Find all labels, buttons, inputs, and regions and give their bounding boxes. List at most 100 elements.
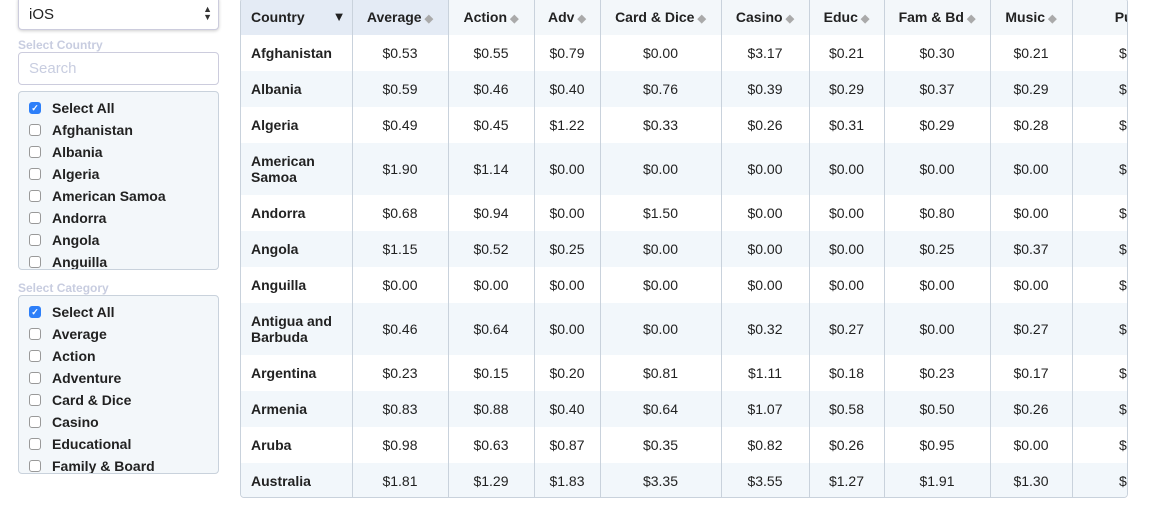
value-cell: $0.20: [534, 355, 601, 391]
country-search-input[interactable]: [18, 52, 219, 85]
value-cell: $0.49: [352, 107, 449, 143]
column-header-puzzle[interactable]: Puzzle: [1072, 0, 1127, 35]
checkbox[interactable]: [29, 190, 41, 202]
column-header-adv[interactable]: Adv ◆: [534, 0, 601, 35]
column-header-educ[interactable]: Educ ◆: [809, 0, 885, 35]
checkbox[interactable]: [29, 256, 41, 268]
value-cell: $0.36: [1072, 71, 1127, 107]
value-cell: $0.80: [884, 195, 991, 231]
category_filter-item[interactable]: Average: [29, 323, 218, 345]
category_filter-item[interactable]: Card & Dice: [29, 389, 218, 411]
value-cell: $0.00: [990, 427, 1073, 463]
table-row: Australia $1.81 $1.29 $1.83 $3.35 $3.55 $1.27 $…: [241, 463, 1127, 497]
value-cell: $0.29: [809, 71, 885, 107]
checkbox[interactable]: [29, 460, 41, 472]
value-cell: $1.91: [884, 463, 991, 497]
sort-icon[interactable]: ◆: [421, 13, 434, 25]
platform-select[interactable]: iOS ▲ ▼: [18, 0, 219, 30]
checkbox[interactable]: [29, 234, 41, 246]
checkbox[interactable]: ✓: [29, 306, 41, 318]
column-header-card-dice[interactable]: Card & Dice ◆: [600, 0, 722, 35]
value-cell: $0.58: [809, 391, 885, 427]
checkbox[interactable]: [29, 438, 41, 450]
sort-icon[interactable]: ◆: [694, 13, 706, 25]
value-cell: $0.31: [809, 107, 885, 143]
country_filter-item[interactable]: Andorra: [29, 207, 218, 229]
value-cell: $3.55: [721, 463, 810, 497]
value-cell: $0.28: [990, 107, 1073, 143]
value-cell: $0.32: [721, 303, 810, 355]
category-list[interactable]: ✓ Select All Average Action Adventure Card & …: [18, 295, 219, 474]
sort-icon[interactable]: ◆: [782, 13, 795, 25]
category_filter-item[interactable]: Family & Board: [29, 455, 218, 473]
value-cell: $1.22: [534, 107, 601, 143]
column-header-label: Average: [366, 9, 422, 25]
country_filter-item-label: Afghanistan: [52, 122, 133, 138]
category-filter-label: Select Category: [18, 281, 109, 295]
value-cell: $0.35: [600, 427, 722, 463]
country-cell: Angola: [241, 231, 353, 267]
category_filter-item[interactable]: Educational: [29, 433, 218, 455]
checkbox[interactable]: [29, 372, 41, 384]
country_filter-item[interactable]: Anguilla: [29, 251, 218, 269]
checkbox[interactable]: [29, 350, 41, 362]
sort-icon[interactable]: ◆: [963, 13, 976, 25]
country_filter-item-label: Albania: [52, 144, 103, 160]
checkbox[interactable]: [29, 416, 41, 428]
value-cell: $0.00: [884, 143, 991, 195]
sort-icon[interactable]: ◆: [857, 13, 870, 25]
value-cell: $2.84: [1072, 463, 1127, 497]
sort-descending-icon[interactable]: ▼: [332, 9, 346, 24]
country_filter-item[interactable]: Angola: [29, 229, 218, 251]
column-header-label: Action: [463, 9, 508, 25]
country-cell: Albania: [241, 71, 353, 107]
sort-icon[interactable]: ◆: [1045, 13, 1057, 25]
value-cell: $0.00: [721, 195, 810, 231]
value-cell: $0.68: [352, 195, 449, 231]
category_filter-item[interactable]: Action: [29, 345, 218, 367]
column-header-casino[interactable]: Casino ◆: [721, 0, 810, 35]
column-header-average[interactable]: Average ◆: [352, 0, 449, 35]
value-cell: $0.00: [884, 267, 991, 303]
checkbox[interactable]: [29, 212, 41, 224]
country_filter-item[interactable]: Albania: [29, 141, 218, 163]
category_filter-item[interactable]: Adventure: [29, 367, 218, 389]
data-table: Country ▼ Average ◆ Action ◆ Adv ◆ Card & Dic…: [240, 0, 1128, 498]
value-cell: $0.00: [990, 267, 1073, 303]
country_filter-item-label: Andorra: [52, 210, 107, 226]
value-cell: $0.81: [600, 355, 722, 391]
checkbox[interactable]: [29, 168, 41, 180]
column-header-music[interactable]: Music ◆: [990, 0, 1073, 35]
category_filter-item[interactable]: ✓ Select All: [29, 301, 218, 323]
value-cell: $0.64: [600, 391, 722, 427]
column-header-label: Educ: [823, 9, 858, 25]
sort-icon[interactable]: ◆: [574, 13, 586, 25]
value-cell: $0.59: [352, 71, 449, 107]
checkbox[interactable]: [29, 124, 41, 136]
column-header-fam-bd[interactable]: Fam & Bd ◆: [884, 0, 991, 35]
value-cell: $0.00: [809, 231, 885, 267]
checkbox[interactable]: [29, 146, 41, 158]
sort-icon[interactable]: ◆: [507, 13, 519, 25]
country_filter-item[interactable]: ✓ Select All: [29, 97, 218, 119]
value-cell: $0.55: [448, 35, 535, 71]
column-header-label: Music: [1005, 9, 1046, 25]
country_filter-item[interactable]: American Samoa: [29, 185, 218, 207]
column-header-action[interactable]: Action ◆: [448, 0, 535, 35]
category_filter-item[interactable]: Casino: [29, 411, 218, 433]
value-cell: $0.46: [352, 303, 449, 355]
value-cell: $0.26: [809, 427, 885, 463]
value-cell: $1.14: [448, 143, 535, 195]
checkbox[interactable]: [29, 394, 41, 406]
country_filter-item[interactable]: Algeria: [29, 163, 218, 185]
value-cell: $0.28: [1072, 303, 1127, 355]
value-cell: $0.23: [884, 355, 991, 391]
column-header-label: Country: [251, 9, 305, 25]
country_filter-item-label: American Samoa: [52, 188, 166, 204]
checkbox[interactable]: [29, 328, 41, 340]
column-header-country[interactable]: Country ▼: [241, 0, 353, 35]
checkbox[interactable]: ✓: [29, 102, 41, 114]
country-list[interactable]: ✓ Select All Afghanistan Albania Algeria Amer…: [18, 91, 219, 270]
country_filter-item[interactable]: Afghanistan: [29, 119, 218, 141]
value-cell: $1.29: [448, 463, 535, 497]
